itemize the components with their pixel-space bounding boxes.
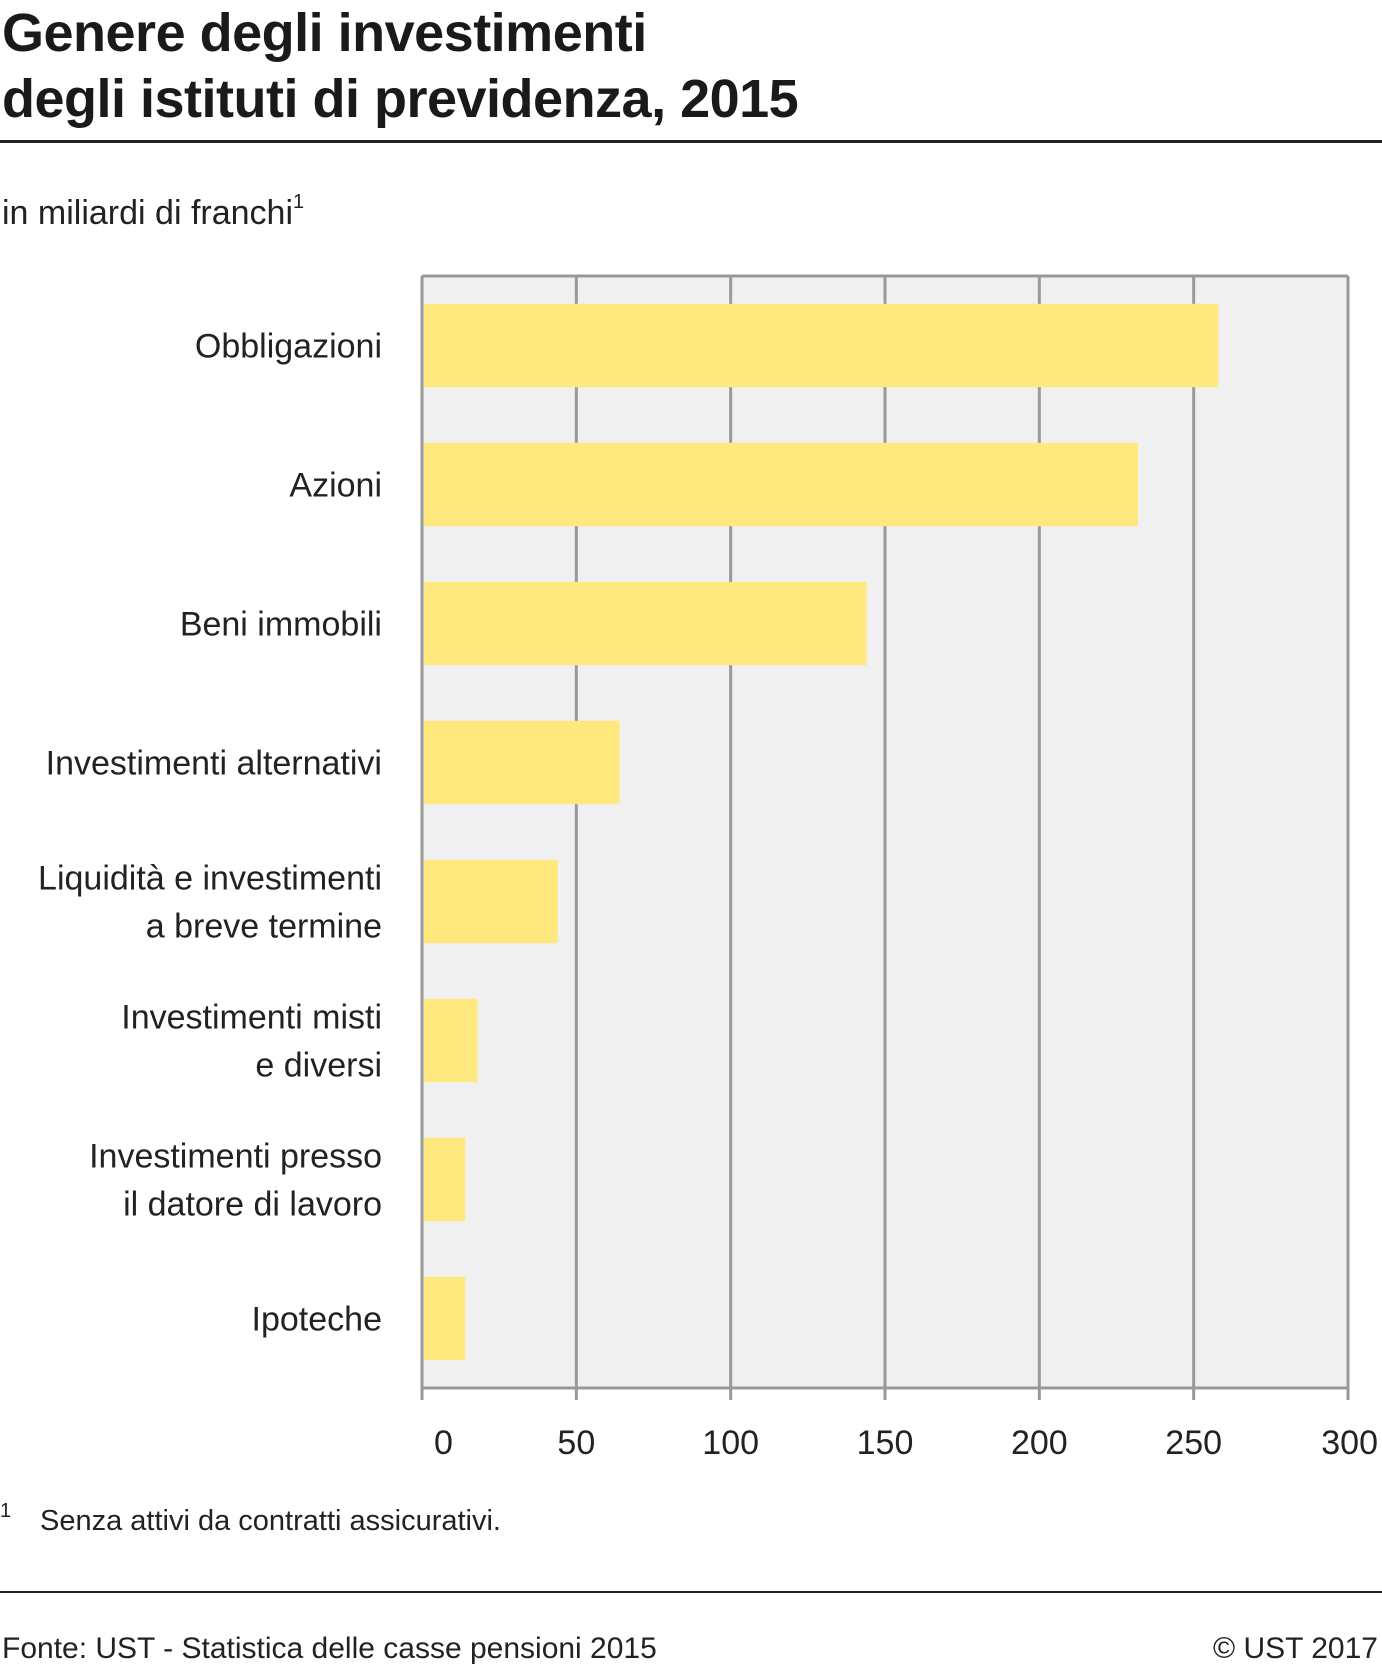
- category-label: Obbligazioni: [195, 328, 382, 366]
- unit-label-text: in miliardi di franchi: [2, 194, 293, 232]
- bar: [424, 859, 558, 944]
- footnote-text: Senza attivi da contratti assicurativi.: [40, 1505, 501, 1537]
- x-tick-label: 100: [702, 1424, 759, 1462]
- x-tick-label: 0: [434, 1424, 453, 1462]
- chart-title-line2: degli istituti di previdenza, 2015: [2, 69, 799, 129]
- category-label: Investimenti misti: [121, 999, 382, 1037]
- x-tick-label: 150: [857, 1424, 914, 1462]
- category-label: Investimenti presso: [89, 1138, 382, 1176]
- footer-divider: [0, 1591, 1382, 1593]
- title-divider: [0, 140, 1382, 143]
- bar: [424, 998, 478, 1083]
- category-label: il datore di lavoro: [123, 1186, 382, 1224]
- x-tick-label: 50: [557, 1424, 595, 1462]
- bar: [424, 1276, 466, 1361]
- category-label: Beni immobili: [180, 606, 382, 644]
- x-tick-label: 250: [1165, 1424, 1222, 1462]
- chart-title: Genere degli investimenti degli istituti…: [2, 0, 799, 132]
- x-tick-label: 200: [1011, 1424, 1068, 1462]
- category-label: Liquidità e investimenti: [38, 860, 382, 898]
- bar-chart: 0 50 100 150 200 250 300 Obbligazioni Azioni Beni…: [38, 274, 1378, 1462]
- unit-label: in miliardi di franchi1: [2, 190, 305, 233]
- bar: [424, 442, 1139, 527]
- source-text: Fonte: UST - Statistica delle casse pens…: [2, 1632, 657, 1665]
- category-label: e diversi: [255, 1047, 382, 1085]
- bar: [424, 720, 620, 805]
- copyright-text: © UST 2017: [1213, 1632, 1378, 1665]
- footnote-marker: 1: [0, 1500, 12, 1522]
- x-tick-label: 300: [1321, 1424, 1378, 1462]
- bar: [424, 303, 1219, 388]
- chart-title-line1: Genere degli investimenti: [2, 3, 647, 63]
- unit-footnote-marker: 1: [293, 190, 305, 213]
- category-label: a breve termine: [146, 908, 382, 946]
- category-label: Ipoteche: [252, 1301, 382, 1339]
- category-label: Azioni: [289, 467, 382, 505]
- bar: [424, 1137, 466, 1222]
- category-label: Investimenti alternativi: [46, 745, 382, 783]
- bar: [424, 581, 867, 666]
